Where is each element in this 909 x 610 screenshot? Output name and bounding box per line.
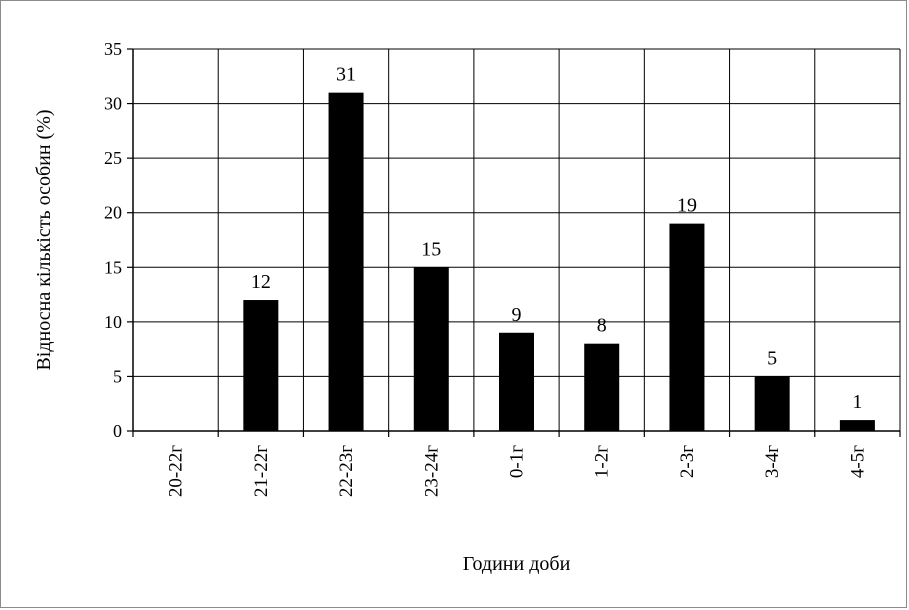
x-tick-label: 0-1г xyxy=(507,445,528,478)
bar xyxy=(499,332,534,431)
data-label: 5 xyxy=(767,347,777,369)
bars xyxy=(243,92,875,432)
x-tick-label: 20-22г xyxy=(166,445,187,497)
x-tick-labels: 20-22г 21-22г 22-23г 23-24г 0-1г 1-2г 2-3г 3-4г… xyxy=(166,445,869,497)
x-tick-label: 22-23г xyxy=(336,445,357,497)
y-axis-title: Відносна кількість особин (%) xyxy=(33,109,55,370)
y-tick-label: 15 xyxy=(104,257,122,277)
data-label: 12 xyxy=(251,271,271,293)
x-tick-label: 1-2г xyxy=(592,445,613,478)
x-tick-label: 2-3г xyxy=(677,445,698,478)
data-label: 19 xyxy=(677,195,697,217)
data-label: 9 xyxy=(512,304,522,326)
y-tick-label: 20 xyxy=(104,203,122,223)
bar xyxy=(413,267,449,431)
bar xyxy=(839,420,875,431)
y-tick-label: 0 xyxy=(113,421,122,441)
data-label: 1 xyxy=(852,391,862,413)
x-tick-label: 3-4г xyxy=(762,445,783,478)
x-tick-label: 23-24г xyxy=(421,445,442,497)
y-tick-label: 5 xyxy=(113,366,122,386)
bar xyxy=(243,300,279,431)
x-tick-label: 21-22г xyxy=(251,445,272,497)
bar xyxy=(328,92,364,432)
data-label: 31 xyxy=(336,64,356,86)
y-tick-label: 25 xyxy=(104,148,122,168)
x-tick-label: 4-5г xyxy=(847,445,868,478)
y-tick-label: 30 xyxy=(104,94,122,114)
bar xyxy=(584,343,620,431)
x-axis-title: Години доби xyxy=(463,553,571,575)
y-tick-label: 35 xyxy=(104,39,122,59)
bar xyxy=(754,376,790,431)
data-labels: 12 31 15 9 8 19 5 1 xyxy=(251,64,863,413)
data-label: 15 xyxy=(421,238,441,260)
y-tick-labels: 0 5 10 15 20 25 30 35 xyxy=(104,39,122,441)
bar xyxy=(669,223,705,431)
y-tick-label: 10 xyxy=(104,312,122,332)
data-label: 8 xyxy=(597,315,607,337)
